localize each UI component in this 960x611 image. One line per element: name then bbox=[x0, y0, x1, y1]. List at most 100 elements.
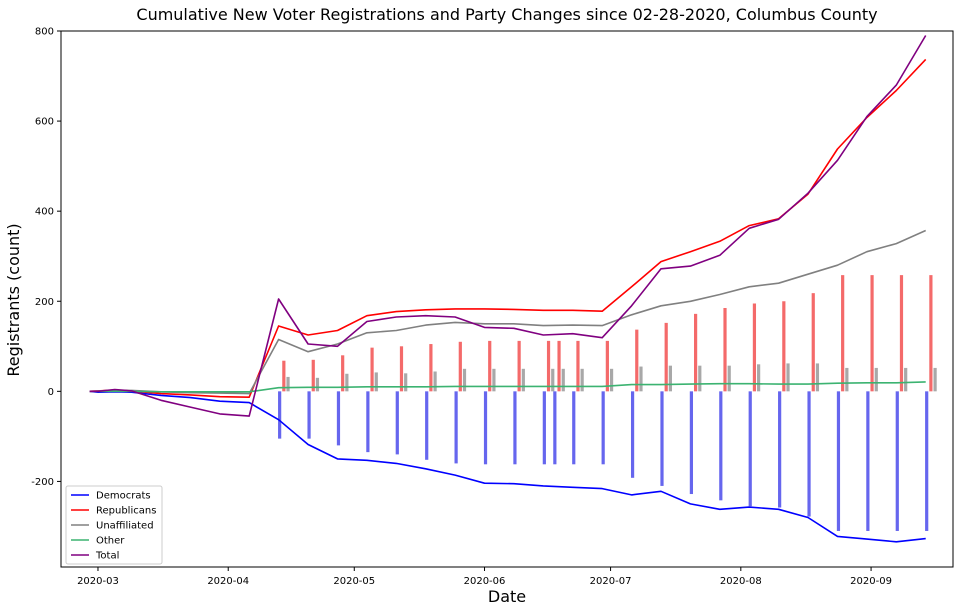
bar-unaffiliated bbox=[845, 367, 849, 392]
bar-democrats bbox=[895, 391, 899, 531]
bar-democrats bbox=[542, 391, 546, 465]
bar-democrats bbox=[553, 391, 557, 465]
bar-republicans bbox=[752, 303, 757, 392]
bar-republicans bbox=[605, 340, 609, 392]
bar-republicans bbox=[664, 322, 668, 392]
bar-republicans bbox=[929, 275, 933, 392]
y-tick-label: 800 bbox=[35, 27, 54, 38]
lines-layer bbox=[89, 35, 927, 543]
x-tick-label: 2020-06 bbox=[464, 576, 506, 587]
bar-unaffiliated bbox=[580, 368, 584, 392]
bar-democrats bbox=[572, 391, 576, 465]
bar-democrats bbox=[807, 391, 811, 517]
bar-unaffiliated bbox=[561, 368, 565, 392]
y-tick-label: 600 bbox=[35, 117, 54, 128]
bar-unaffiliated bbox=[404, 373, 408, 392]
bar-republicans bbox=[546, 340, 551, 392]
legend-label: Unaffiliated bbox=[96, 521, 154, 532]
bar-unaffiliated bbox=[433, 371, 437, 392]
bar-republicans bbox=[557, 340, 561, 392]
bar-republicans bbox=[458, 341, 462, 392]
bar-unaffiliated bbox=[698, 365, 702, 392]
bar-democrats bbox=[425, 391, 429, 460]
bar-republicans bbox=[282, 360, 286, 392]
chart-title: Cumulative New Voter Registrations and P… bbox=[136, 5, 877, 24]
bar-democrats bbox=[601, 391, 605, 465]
bar-unaffiliated bbox=[521, 368, 525, 392]
bar-democrats bbox=[395, 391, 399, 455]
plot-frame bbox=[60, 30, 954, 568]
series-line-total bbox=[89, 35, 927, 417]
bar-unaffiliated bbox=[286, 376, 290, 392]
series-line-democrats bbox=[89, 390, 926, 543]
bar-republicans bbox=[370, 347, 374, 392]
bar-democrats bbox=[719, 391, 723, 501]
x-tick-label: 2020-07 bbox=[590, 576, 632, 587]
legend-label: Total bbox=[95, 551, 119, 562]
bar-unaffiliated bbox=[639, 366, 643, 392]
bar-democrats bbox=[278, 391, 282, 439]
bar-unaffiliated bbox=[492, 368, 496, 392]
x-tick-label: 2020-03 bbox=[77, 576, 119, 587]
bar-republicans bbox=[841, 275, 845, 392]
bar-unaffiliated bbox=[345, 373, 349, 392]
bar-democrats bbox=[836, 391, 841, 531]
y-tick-label: -200 bbox=[31, 477, 54, 488]
bar-republicans bbox=[311, 359, 315, 392]
bar-democrats bbox=[454, 391, 458, 464]
x-tick-label: 2020-09 bbox=[850, 576, 892, 587]
bar-republicans bbox=[635, 329, 639, 392]
bar-republicans bbox=[694, 313, 698, 392]
bar-unaffiliated bbox=[727, 365, 731, 392]
legend-label: Other bbox=[96, 536, 125, 547]
bar-unaffiliated bbox=[933, 367, 937, 392]
y-tick-label: 0 bbox=[48, 387, 54, 398]
y-axis: -200 0 200 400 600 800 bbox=[31, 27, 61, 488]
x-tick-label: 2020-04 bbox=[207, 576, 249, 587]
bar-unaffiliated bbox=[874, 367, 878, 392]
x-tick-label: 2020-05 bbox=[333, 576, 375, 587]
bar-democrats bbox=[307, 391, 311, 439]
bar-republicans bbox=[576, 340, 580, 392]
bar-unaffiliated bbox=[757, 364, 761, 392]
bar-democrats bbox=[513, 391, 517, 465]
legend-label: Republicans bbox=[96, 506, 156, 517]
bar-unaffiliated bbox=[815, 363, 820, 392]
bar-republicans bbox=[488, 340, 492, 392]
legend-label: Democrats bbox=[96, 491, 151, 502]
bar-republicans bbox=[782, 301, 786, 392]
legend-box bbox=[65, 485, 163, 565]
bar-democrats bbox=[630, 391, 635, 478]
bar-republicans bbox=[899, 275, 904, 392]
bar-democrats bbox=[483, 391, 488, 465]
bar-unaffiliated bbox=[462, 368, 467, 392]
y-tick-label: 400 bbox=[35, 207, 54, 218]
y-axis-title: Registrants (count) bbox=[4, 223, 23, 376]
bar-democrats bbox=[778, 391, 782, 508]
bar-democrats bbox=[366, 391, 370, 453]
bar-democrats bbox=[866, 391, 870, 531]
series-line-unaffiliated bbox=[89, 229, 927, 395]
bar-republicans bbox=[517, 340, 521, 392]
x-axis-title: Date bbox=[488, 587, 526, 606]
bar-democrats bbox=[660, 391, 664, 486]
bar-republicans bbox=[870, 275, 874, 392]
series-line-other bbox=[89, 381, 926, 393]
bar-unaffiliated bbox=[609, 368, 614, 392]
bar-unaffiliated bbox=[374, 372, 378, 392]
bar-unaffiliated bbox=[786, 363, 790, 392]
bar-unaffiliated bbox=[551, 368, 555, 392]
bar-democrats bbox=[748, 391, 752, 507]
bar-republicans bbox=[723, 308, 727, 392]
bar-democrats bbox=[689, 391, 694, 495]
x-axis: 2020-03 2020-04 2020-05 2020-06 2020-07 2020-… bbox=[77, 567, 892, 587]
bar-republicans bbox=[811, 293, 815, 392]
bar-unaffiliated bbox=[904, 367, 908, 392]
bar-unaffiliated bbox=[668, 365, 672, 392]
bar-republicans bbox=[341, 355, 345, 392]
x-tick-label: 2020-08 bbox=[720, 576, 762, 587]
bar-unaffiliated bbox=[315, 377, 320, 392]
bar-democrats bbox=[925, 391, 929, 531]
bar-republicans bbox=[399, 346, 404, 392]
